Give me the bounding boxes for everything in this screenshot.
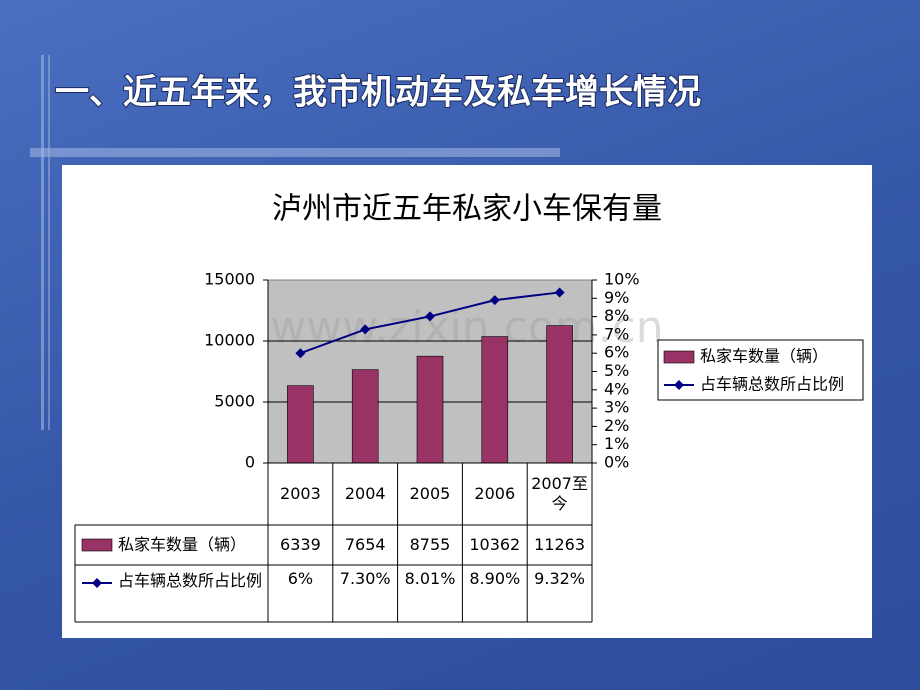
table-value: 8.01%: [398, 565, 463, 622]
decor-line: [41, 55, 44, 430]
x-tick-label-text: 2005: [409, 484, 451, 503]
table-value: 6%: [268, 565, 333, 622]
table-value: 6339: [268, 525, 333, 565]
legend-marker: [674, 380, 684, 390]
legend-swatch: [81, 538, 113, 552]
legend-swatch: [663, 350, 695, 364]
table-series-name-text: 私家车数量（辆）: [118, 535, 247, 554]
x-tick-label-text: 2006: [474, 484, 516, 503]
decor-line: [48, 55, 50, 430]
table-value-text: 7.30%: [339, 569, 391, 588]
y-tick-label: 5000: [214, 392, 255, 411]
y2-tick-label: 5%: [604, 361, 629, 380]
table-value: 7654: [333, 525, 398, 565]
y-tick-label: 15000: [204, 270, 255, 289]
bar: [546, 325, 573, 464]
y2-tick-label: 9%: [604, 288, 629, 307]
bar: [287, 385, 314, 464]
table-series-name-text: 占车辆总数所占比例: [118, 571, 263, 590]
line-marker: [360, 324, 371, 335]
legend: [657, 339, 864, 401]
y2-tick-label: 10%: [604, 270, 640, 289]
y2-tick-label: 4%: [604, 379, 629, 398]
chart-title: 泸州市近五年私家小车保有量: [272, 192, 662, 227]
table-value-text: 8755: [409, 535, 451, 554]
table-value: 8755: [398, 525, 463, 565]
table-value-text: 10362: [469, 535, 521, 554]
x-tick-label: 2006: [466, 463, 523, 525]
table-value-text: 11263: [534, 535, 586, 554]
legend-label: 私家车数量（辆）: [700, 347, 828, 366]
y2-tick-label: 0%: [604, 453, 629, 472]
x-tick-label-text: 2007至今: [531, 474, 588, 513]
bar: [351, 369, 379, 464]
line-marker: [425, 311, 435, 322]
x-tick-label-text: 2003: [280, 484, 321, 503]
watermark: www.zixin.com.cn: [270, 302, 663, 353]
y2-tick-label: 2%: [604, 416, 629, 435]
table-value-text: 8.01%: [404, 569, 456, 588]
table-value-text: 8.90%: [469, 569, 521, 588]
x-tick-label: 2007至今: [531, 463, 588, 525]
bar: [481, 336, 509, 464]
table-value-text: 6339: [280, 535, 321, 554]
table-value-text: 9.32%: [534, 569, 585, 588]
slide-title: 一、近五年来，我市机动车及私车增长情况: [55, 73, 701, 113]
table-series-name: 占车辆总数所占比例: [118, 565, 264, 622]
x-tick-label: 2005: [402, 463, 459, 525]
table-value: 11263: [527, 525, 592, 565]
y2-tick-label: 6%: [604, 343, 629, 362]
line-marker: [295, 348, 306, 359]
legend-marker: [92, 578, 102, 588]
table-value-text: 7654: [344, 535, 386, 554]
y2-tick-label: 7%: [604, 324, 629, 343]
table-series-name: 私家车数量（辆）: [118, 525, 264, 565]
legend-label: 占车辆总数所占比例: [700, 375, 844, 394]
decor-bar: [30, 148, 560, 157]
line-marker: [489, 295, 500, 306]
table-value: 10362: [462, 525, 527, 565]
x-tick-label: 2004: [337, 463, 394, 525]
table-value: 9.32%: [527, 565, 592, 622]
table-value-text: 6%: [287, 569, 314, 588]
x-tick-label-text: 2004: [344, 484, 386, 503]
bar: [416, 355, 444, 464]
y-tick-label: 0: [245, 453, 255, 472]
x-tick-label: 2003: [272, 463, 329, 525]
y2-tick-label: 8%: [604, 306, 629, 325]
y2-tick-label: 3%: [604, 398, 629, 417]
table-value: 8.90%: [462, 565, 527, 622]
y2-tick-label: 1%: [604, 434, 629, 453]
line-marker: [554, 287, 565, 298]
y-tick-label: 10000: [204, 331, 255, 350]
table-value: 7.30%: [333, 565, 398, 622]
